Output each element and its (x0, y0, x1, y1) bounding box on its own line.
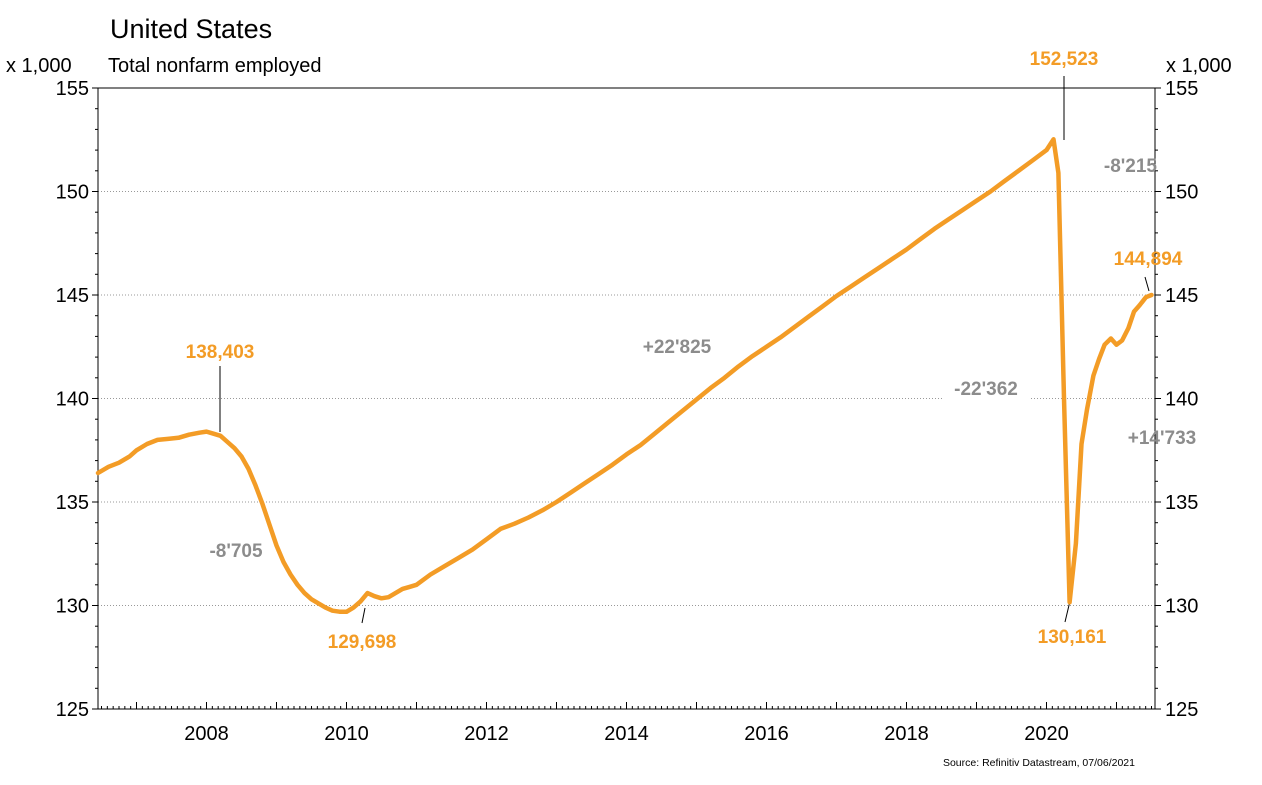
y-tick-label-right: 125 (1165, 699, 1198, 721)
change-label: +22'825 (643, 337, 712, 358)
y-tick-label-left: 130 (56, 596, 89, 618)
source-note: Source: Refinitiv Datastream, 07/06/2021 (943, 757, 1135, 769)
y-tick-label-left: 145 (56, 285, 89, 307)
y-tick-label-left: 125 (56, 699, 89, 721)
y-tick-label-left: 135 (56, 492, 89, 514)
change-label: +14'733 (1128, 428, 1196, 449)
change-label: -22'362 (954, 379, 1018, 400)
y-tick-label-left: 150 (56, 182, 89, 204)
y-tick-label-left: 140 (56, 389, 89, 411)
x-tick-label: 2008 (184, 723, 229, 745)
annotation-leader (1064, 600, 1071, 623)
gridlines (98, 191, 1155, 606)
x-tick-label: 2014 (604, 723, 649, 745)
annotation-leader (361, 607, 366, 624)
x-tick-label: 2016 (744, 723, 789, 745)
data-label: 152,523 (1030, 49, 1099, 70)
annotation-leader (1144, 276, 1150, 292)
x-tick-label: 2012 (464, 723, 509, 745)
y-tick-label-right: 140 (1165, 389, 1198, 411)
left-axis-unit: x 1,000 (6, 55, 72, 77)
x-tick-label: 2018 (884, 723, 929, 745)
y-tick-label-right: 155 (1165, 78, 1198, 100)
axes: 125 125 130 130 135 135 140 140 145 145 150 150 155 1… (56, 78, 1199, 745)
y-tick-label-right: 150 (1165, 182, 1198, 204)
data-label: 138,403 (186, 342, 255, 363)
data-label: 144,894 (1114, 249, 1183, 270)
y-tick-label-right: 130 (1165, 596, 1198, 618)
annotation-leaders (219, 76, 1150, 624)
x-tick-label: 2020 (1024, 723, 1069, 745)
change-label: -8'705 (209, 541, 263, 562)
data-label: 129,698 (328, 632, 397, 653)
data-label: 130,161 (1038, 627, 1107, 648)
annotation-backdrop (942, 377, 1030, 401)
y-tick-label-right: 135 (1165, 492, 1198, 514)
series-line-total-nonfarm (95, 137, 1154, 615)
chart-subtitle: Total nonfarm employed (108, 55, 321, 77)
annotation-labels: 152,523 138,403 129,698 130,161 144,894 -8'21… (186, 49, 1197, 653)
change-label: -8'215 (1104, 156, 1158, 177)
x-tick-label: 2010 (324, 723, 369, 745)
y-tick-label-left: 155 (56, 78, 89, 100)
right-axis-unit: x 1,000 (1166, 55, 1232, 77)
y-tick-label-right: 145 (1165, 285, 1198, 307)
chart-title: United States (110, 14, 272, 44)
